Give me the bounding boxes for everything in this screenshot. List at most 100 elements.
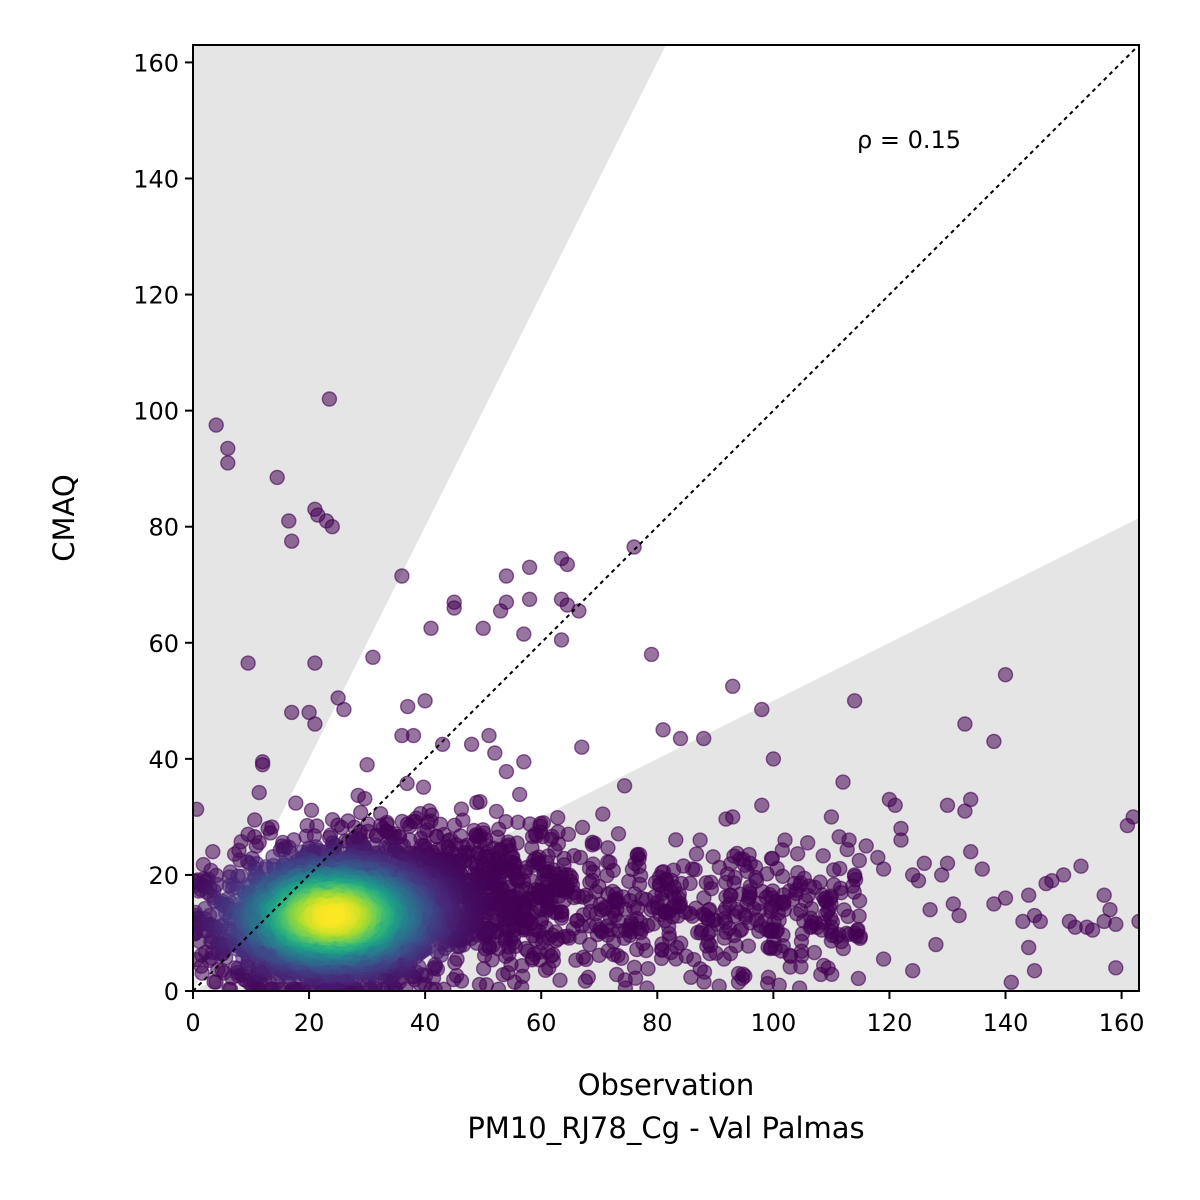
scatter-point (688, 846, 705, 862)
scatter-point (716, 930, 732, 946)
y-tick-label: 80 (148, 514, 179, 542)
scatter-point (498, 763, 515, 780)
scatter-point (595, 806, 611, 822)
scatter-point (851, 852, 867, 869)
scatter-point (284, 533, 300, 549)
scatter-point (521, 591, 538, 607)
scatter-point (963, 844, 979, 860)
scatter-point (974, 861, 990, 877)
scatter-point (516, 754, 532, 770)
scatter-point (951, 907, 967, 924)
scatter-point (1102, 902, 1118, 918)
scatter-point (905, 963, 921, 979)
scatter-point (836, 902, 852, 918)
scatter-point (269, 469, 285, 486)
scatter-point (580, 969, 596, 985)
scatter-point (831, 829, 847, 845)
scatter-point (643, 646, 660, 663)
scatter-point (400, 698, 416, 715)
scatter-point (324, 519, 340, 535)
scatter-point (647, 874, 664, 891)
scatter-point (220, 455, 236, 471)
y-tick-label: 160 (133, 49, 179, 77)
scatter-point (718, 811, 734, 827)
y-tick-label: 140 (133, 165, 179, 193)
scatter-point (1020, 887, 1037, 903)
scatter-point (963, 791, 979, 808)
scatter-point (774, 842, 790, 858)
scatter-point (488, 803, 505, 820)
scatter-point (922, 902, 938, 918)
scatter-point (357, 790, 373, 807)
scatter-point (415, 779, 432, 795)
scatter-point (584, 837, 601, 853)
x-tick-label: 20 (294, 1009, 325, 1037)
upper-band (193, 45, 666, 991)
y-axis-ticks: 0 20 40 60 80 100 120 140 160 (133, 49, 193, 1006)
scatter-point (639, 980, 655, 991)
scatter-point (910, 873, 927, 889)
scatter-point (1020, 939, 1037, 956)
scatter-point (626, 539, 642, 555)
y-tick-label: 40 (148, 746, 179, 774)
scatter-point (1108, 916, 1124, 932)
scatter-point (698, 875, 714, 891)
scatter-point (1073, 858, 1089, 874)
scatter-point (735, 966, 751, 982)
scatter-point (325, 907, 341, 923)
scatter-point (246, 812, 263, 828)
scatter-point (1125, 809, 1139, 825)
scatter-point (582, 874, 598, 891)
scatter-point (423, 620, 439, 636)
scatter-point (481, 727, 497, 744)
scatter-point (1108, 960, 1124, 976)
scatter-point (281, 513, 297, 529)
scatter-point (1055, 867, 1072, 883)
scatter-point (957, 716, 973, 732)
scatter-point (718, 874, 734, 890)
scatter-point (1026, 963, 1043, 979)
y-tick-label: 100 (133, 398, 179, 426)
x-tick-label: 140 (983, 1009, 1029, 1037)
correlation-annotation: ρ = 0.15 (857, 126, 961, 154)
scatter-point (672, 730, 689, 747)
scatter-point (875, 951, 892, 967)
scatter-point (568, 952, 584, 968)
scatter-point (574, 819, 591, 836)
scatter-points (193, 391, 1139, 991)
scatter-point (417, 693, 433, 709)
scatter-point (654, 936, 670, 952)
scatter-point (668, 832, 684, 848)
scatter-point (1084, 922, 1101, 938)
scatter-point (823, 809, 840, 825)
scatter-point (469, 794, 485, 811)
x-tick-label: 60 (526, 1009, 557, 1037)
scatter-point (402, 818, 418, 834)
x-axis-label: Observation (578, 1068, 755, 1102)
x-axis-ticks: 0 20 40 60 80 100 120 140 160 (185, 991, 1144, 1037)
scatter-point (559, 556, 575, 573)
scatter-point (997, 890, 1014, 906)
scatter-point (800, 835, 816, 851)
y-tick-label: 20 (148, 862, 179, 890)
scatter-point (600, 854, 616, 870)
x-tick-label: 80 (642, 1009, 673, 1037)
scatter-point (512, 786, 528, 803)
scatter-point (616, 778, 633, 794)
scatter-point (683, 969, 699, 985)
scatter-point (835, 774, 851, 790)
x-tick-label: 0 (185, 1009, 200, 1037)
scatter-point (471, 976, 488, 991)
scatter-point (303, 802, 320, 818)
scatter-point (498, 594, 515, 610)
scatter-point (621, 873, 637, 889)
scatter-point (1096, 887, 1112, 903)
scatter-point (725, 678, 741, 694)
scatter-point (629, 941, 645, 958)
scatter-point (495, 967, 511, 983)
scatter-point (791, 980, 808, 991)
scatter-point (353, 804, 369, 821)
scatter-point (626, 959, 643, 975)
scatter-point (816, 957, 832, 974)
